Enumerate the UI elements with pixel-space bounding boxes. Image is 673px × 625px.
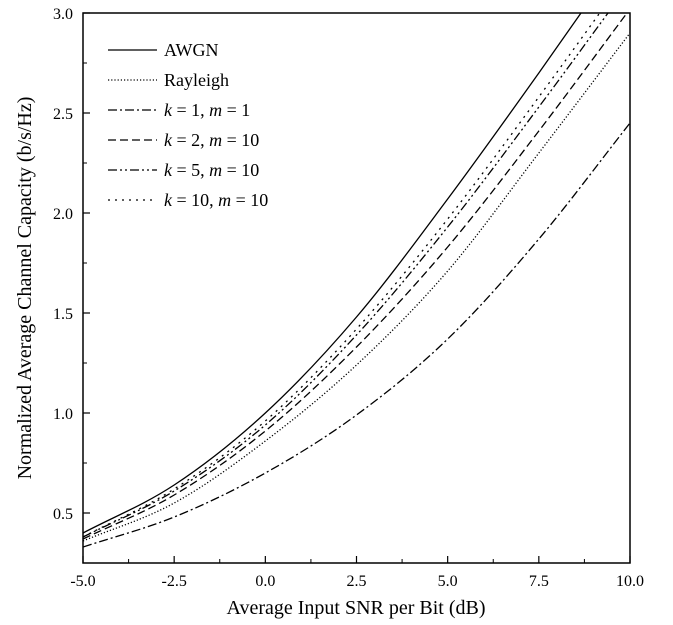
series-layer <box>83 13 630 548</box>
x-tick-label: 7.5 <box>529 573 549 590</box>
y-axis-title: Normalized Average Channel Capacity (b/s… <box>14 97 36 480</box>
series-line-2 <box>83 32 630 542</box>
series-line-5 <box>83 13 609 538</box>
x-tick-label: 5.0 <box>438 573 458 590</box>
x-tick-label: 0.0 <box>255 573 275 590</box>
series-line-4 <box>83 13 628 540</box>
legend-label: Rayleigh <box>164 70 229 90</box>
y-tick-label: 2.0 <box>53 206 73 223</box>
x-tick-label: 2.5 <box>347 573 367 590</box>
legend-label: AWGN <box>164 40 219 60</box>
series-line-3 <box>83 122 630 548</box>
y-tick-label: 1.0 <box>53 406 73 423</box>
y-tick-label: 0.5 <box>53 506 73 523</box>
x-tick-label: -5.0 <box>70 573 95 590</box>
y-tick-label: 2.5 <box>53 106 73 123</box>
series-line-1 <box>83 13 582 534</box>
y-tick-label: 1.5 <box>53 306 73 323</box>
x-axis-title: Average Input SNR per Bit (dB) <box>226 597 485 619</box>
series-line-6 <box>83 13 601 538</box>
ticks-layer: -5.0 -2.5 0.0 2.5 5.0 7.5 10.0 0.5 1.0 1.5 2.0 2.5 3… <box>53 6 644 590</box>
legend-label: k = 10, m = 10 <box>164 190 268 210</box>
legend: AWGN Rayleigh k = 1, m = 1 k = 2, m = 10 k =… <box>108 40 268 210</box>
y-tick-label: 3.0 <box>53 6 73 23</box>
x-tick-label: -2.5 <box>162 573 187 590</box>
plot-frame <box>82 12 631 564</box>
x-tick-label: 10.0 <box>616 573 644 590</box>
legend-label: k = 1, m = 1 <box>164 100 250 120</box>
legend-label: k = 2, m = 10 <box>164 130 259 150</box>
legend-label: k = 5, m = 10 <box>164 160 259 180</box>
